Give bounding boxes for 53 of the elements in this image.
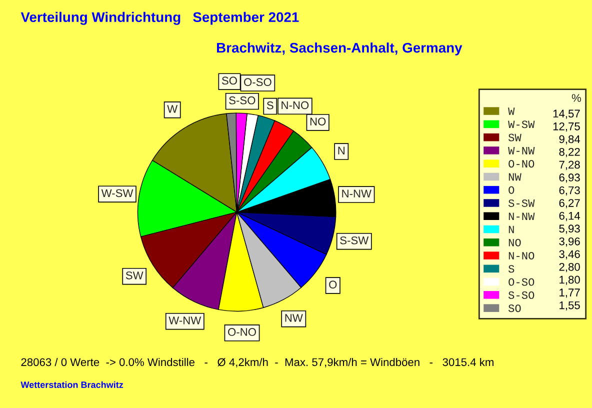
data-label: 7,28 bbox=[559, 160, 580, 170]
data-label: 8,22 bbox=[559, 148, 580, 158]
legend-label: O-NO bbox=[508, 160, 534, 168]
data-label: 1,77 bbox=[560, 288, 580, 298]
legend-label: W-SW bbox=[508, 120, 535, 128]
data-label: 3,46 bbox=[559, 250, 580, 260]
legend-label: N bbox=[508, 226, 514, 234]
slice-label: O-NO bbox=[228, 328, 256, 336]
slice-label: NW bbox=[285, 314, 303, 322]
data-label: 6,93 bbox=[559, 174, 580, 183]
data-label: 6,73 bbox=[559, 186, 580, 196]
data-label: 2,80 bbox=[559, 263, 580, 272]
data-label: 6,14 bbox=[559, 212, 580, 222]
text: 28063 / 0 Werte -> 0.0% Windstille - Ø 4,2km/h - Max. 57,9km/h = Windböen - 3015.4 km bbox=[21, 358, 494, 368]
slice-label: W-NW bbox=[168, 316, 202, 324]
text: Wetterstation Brachwitz bbox=[20, 381, 124, 388]
slice-label: SW bbox=[126, 271, 144, 280]
slice-label: N-NO bbox=[282, 101, 309, 110]
slice-label: O bbox=[329, 280, 337, 288]
slice-label: N bbox=[338, 146, 344, 154]
legend-label: NO bbox=[508, 238, 521, 246]
legend-label: S-SW bbox=[508, 199, 535, 207]
chart-title: Verteilung Windrichtung September 2021 bbox=[20, 12, 299, 25]
legend-label: SW bbox=[508, 134, 522, 142]
slice-label: S bbox=[266, 101, 274, 110]
legend-label: O bbox=[508, 186, 514, 194]
legend-label: S bbox=[508, 265, 514, 273]
slice-label: O-SO bbox=[244, 78, 272, 86]
data-label: 12,75 bbox=[553, 122, 580, 132]
slice-label: N-NW bbox=[342, 190, 372, 198]
slice-label: W-SW bbox=[101, 189, 134, 198]
data-label: 1,55 bbox=[560, 301, 580, 311]
data-label: 14,57 bbox=[553, 110, 580, 119]
data-label: 5,93 bbox=[559, 224, 580, 234]
legend-label: S-SO bbox=[508, 291, 534, 299]
slice-label: SO bbox=[222, 76, 237, 85]
data-label: 1,80 bbox=[560, 276, 580, 285]
legend-label: N-NW bbox=[508, 212, 535, 220]
legend-label: W-NW bbox=[508, 147, 535, 154]
chart-subtitle: Brachwitz, Sachsen-Anhalt, Germany bbox=[217, 42, 462, 56]
slice-label: W bbox=[167, 105, 178, 113]
legend-title: % bbox=[572, 94, 581, 102]
legend-label: NW bbox=[508, 173, 522, 181]
legend-label: W bbox=[508, 108, 515, 115]
data-label: 3,96 bbox=[559, 237, 580, 247]
legend-label: SO bbox=[508, 304, 521, 312]
data-label: 6,27 bbox=[559, 199, 580, 208]
legend-label: O-SO bbox=[508, 278, 534, 286]
legend-label: N-NO bbox=[508, 252, 534, 260]
slice-label: S-SW bbox=[340, 236, 369, 244]
data-label: 9,84 bbox=[559, 135, 580, 144]
slice-label: NO bbox=[310, 118, 326, 126]
slice-label: S-SO bbox=[229, 96, 256, 104]
